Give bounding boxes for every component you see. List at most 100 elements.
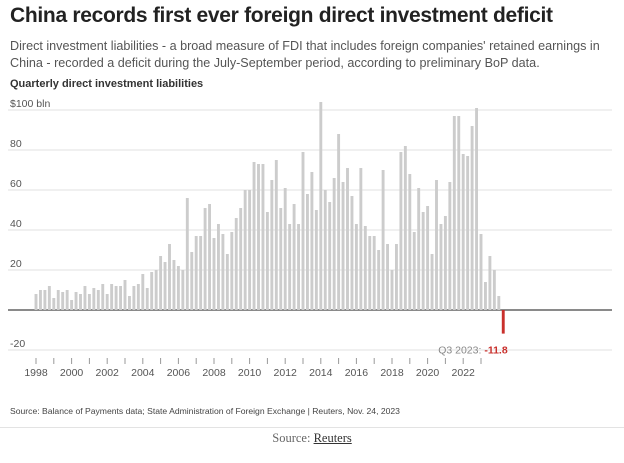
x-tick-label: 2002 (96, 367, 120, 379)
bar (346, 168, 349, 310)
bar (501, 310, 505, 334)
bar (488, 256, 492, 310)
annotation-label: Q3 2023: -11.8 (438, 345, 508, 357)
bar (154, 270, 158, 310)
bar (248, 190, 252, 310)
bar (83, 286, 87, 310)
bar (119, 286, 122, 310)
bar (466, 156, 470, 310)
x-tick-label: 2008 (202, 367, 226, 379)
x-tick-label: 2000 (60, 367, 84, 379)
bar (368, 236, 372, 310)
y-tick-label: -20 (10, 338, 25, 350)
source-note: Source: Balance of Payments data; State … (10, 406, 400, 416)
chart-card: China records first ever foreign direct … (0, 4, 624, 428)
bar (212, 238, 216, 310)
bar (354, 224, 358, 310)
bar (96, 290, 100, 310)
bar (185, 198, 189, 310)
bar (484, 282, 487, 310)
bar (79, 294, 82, 310)
bar (168, 244, 171, 310)
bar (181, 270, 185, 310)
bar (150, 272, 154, 310)
bar (283, 188, 287, 310)
bar (377, 250, 381, 310)
bar (270, 180, 274, 310)
bar (123, 280, 127, 310)
x-tick-label: 2014 (309, 367, 333, 379)
bar (176, 266, 180, 310)
bar (461, 154, 465, 310)
bar (386, 244, 389, 310)
source-credit-prefix: Source: (272, 431, 314, 445)
bar (65, 290, 69, 310)
source-credit: Source: Reuters (0, 431, 624, 446)
y-tick-label: 40 (10, 218, 22, 230)
bar (314, 210, 318, 310)
bar (203, 208, 207, 310)
bar (243, 190, 247, 310)
bar (457, 116, 461, 310)
bar (372, 236, 376, 310)
bar (319, 102, 323, 310)
bar (417, 188, 421, 310)
y-tick-label: 20 (10, 258, 22, 270)
bar (221, 234, 225, 310)
bar (297, 224, 300, 310)
bar (292, 204, 296, 310)
bar (332, 178, 336, 310)
bar (39, 290, 42, 310)
bar (421, 212, 425, 310)
x-tick-label: 2006 (167, 367, 191, 379)
bar (61, 292, 65, 310)
reuters-source-link[interactable]: Reuters (313, 431, 352, 445)
bar (479, 234, 483, 310)
bar (443, 216, 447, 310)
bar (70, 300, 74, 310)
y-tick-label: $100 bln (10, 98, 50, 110)
bar (426, 206, 430, 310)
bar (279, 208, 283, 310)
bar (52, 298, 56, 310)
bar (101, 284, 105, 310)
bar (230, 232, 234, 310)
bar (470, 126, 474, 310)
bar (105, 294, 109, 310)
bar (403, 146, 407, 310)
bar-chart: -20 20 40 60 80 $100 bln 1998 2000 2002 2004 2006 2… (8, 98, 612, 379)
bar (47, 286, 51, 310)
bar (408, 174, 412, 310)
bar (194, 236, 198, 310)
bar (399, 152, 403, 310)
bar (239, 208, 243, 310)
bar (234, 218, 238, 310)
bar (448, 182, 452, 310)
bar (475, 108, 478, 310)
bar (350, 196, 354, 310)
bar (132, 286, 136, 310)
bar (439, 224, 443, 310)
chart-title: Quarterly direct investment liabilities (10, 78, 204, 90)
y-tick-label: 80 (10, 138, 22, 150)
x-tick-label: 2012 (274, 367, 298, 379)
bar (172, 260, 176, 310)
bar (497, 296, 501, 310)
bar (310, 172, 314, 310)
bar (412, 232, 416, 310)
bar (288, 224, 292, 310)
bar (381, 170, 385, 310)
x-tick-label: 2004 (131, 367, 155, 379)
bar (301, 152, 305, 310)
x-tick-label: 2020 (416, 367, 440, 379)
bar (261, 164, 265, 310)
bar (225, 254, 229, 310)
bar (323, 190, 327, 310)
page-subtitle: Direct investment liabilities - a broad … (10, 39, 600, 70)
bar (163, 262, 167, 310)
bar (190, 252, 194, 310)
x-tick-label: 2010 (238, 367, 262, 379)
bar (145, 288, 149, 310)
bar (306, 194, 309, 310)
bar (34, 294, 38, 310)
